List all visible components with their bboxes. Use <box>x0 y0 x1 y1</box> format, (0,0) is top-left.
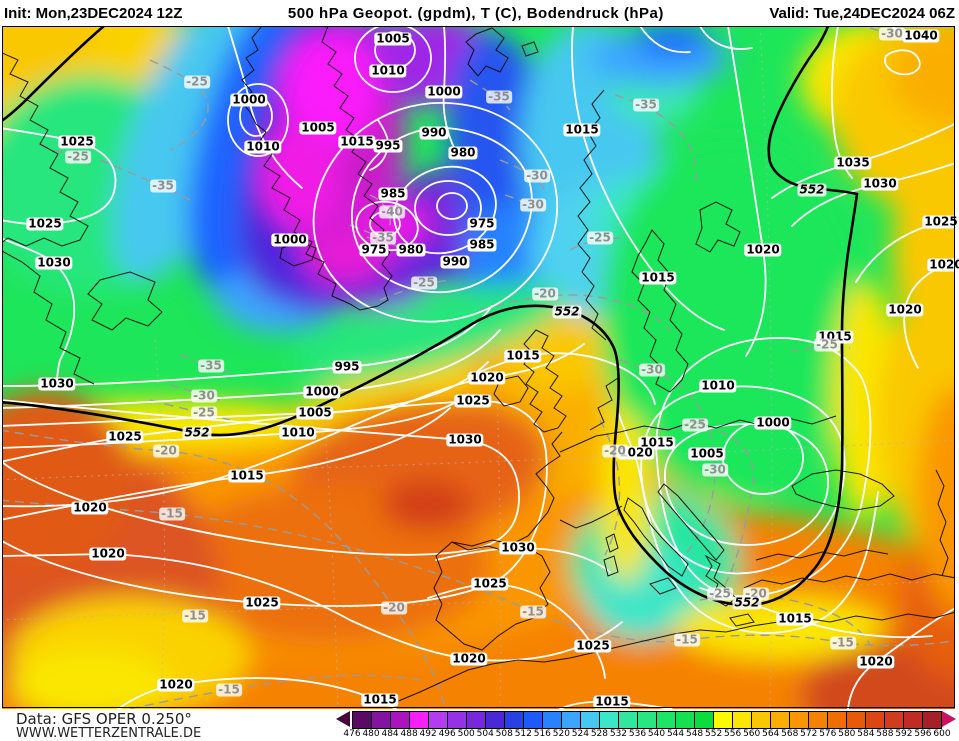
colorbar-segment <box>847 711 866 729</box>
graticule-lines <box>2 26 955 709</box>
colorbar-segment <box>771 711 790 729</box>
colorbar-tick: 504 <box>476 729 494 739</box>
colorbar-tick: 496 <box>438 729 456 739</box>
colorbar-tick: 536 <box>628 729 647 739</box>
colorbar-segment <box>619 711 638 729</box>
data-source-label: Data: GFS OPER 0.250° <box>16 710 192 728</box>
colorbar-segment <box>828 711 847 729</box>
colorbar-segment <box>524 711 543 729</box>
colorbar-tick: 484 <box>381 729 399 739</box>
colorbar-tick: 600 <box>933 729 951 739</box>
colorbar-tick: 492 <box>419 729 437 739</box>
colorbar-segment <box>657 711 676 729</box>
colorbar-segment <box>885 711 904 729</box>
init-time-label: Init: Mon,23DEC2024 12Z <box>4 4 183 22</box>
title-bar: Init: Mon,23DEC2024 12Z 500 hPa Geopot. … <box>0 0 959 26</box>
colorbar-tick: 560 <box>743 729 761 739</box>
colorbar-segment <box>638 711 657 729</box>
colorbar-tick-labels: 476 480 484 488 492 496 500 504 508 512 516 520 524 5… <box>343 729 950 740</box>
colorbar-segment <box>372 711 391 729</box>
colorbar <box>352 711 942 729</box>
colorbar-segment <box>695 711 714 729</box>
colorbar-segment <box>429 711 448 729</box>
colorbar-tick: 480 <box>362 729 380 739</box>
colorbar-tick: 572 <box>800 729 818 739</box>
colorbar-tick: 512 <box>514 729 532 739</box>
colorbar-tick: 476 <box>343 729 361 739</box>
colorbar-tick: 532 <box>609 729 628 739</box>
colorbar-segment <box>923 711 942 729</box>
colorbar-segment <box>352 711 372 729</box>
colorbar-segment <box>505 711 524 729</box>
colorbar-tick: 580 <box>838 729 856 739</box>
colorbar-segment <box>733 711 752 729</box>
colorbar-tick: 528 <box>590 729 608 739</box>
colorbar-right-arrow <box>942 711 956 727</box>
valid-time-label: Valid: Tue,24DEC2024 06Z <box>769 4 955 22</box>
colorbar-segment <box>391 711 410 729</box>
colorbar-tick: 508 <box>495 729 513 739</box>
colorbar-tick: 524 <box>571 729 589 739</box>
colorbar-segment <box>752 711 771 729</box>
colorbar-tick: 552 <box>705 729 723 739</box>
colorbar-tick: 592 <box>895 729 913 739</box>
footer-bar: Data: GFS OPER 0.250° WWW.WETTERZENTRALE… <box>0 709 959 741</box>
colorbar-segment <box>486 711 505 729</box>
colorbar-segment <box>581 711 600 729</box>
chart-title: 500 hPa Geopot. (gpdm), T (C), Bodendruc… <box>287 4 664 22</box>
website-label: WWW.WETTERZENTRALE.DE <box>16 726 202 741</box>
colorbar-tick: 588 <box>876 729 894 739</box>
colorbar-segment <box>676 711 695 729</box>
colorbar-segment <box>543 711 562 729</box>
colorbar-tick: 564 <box>762 729 780 739</box>
colorbar-left-arrow <box>336 711 350 727</box>
colorbar-tick: 596 <box>914 729 932 739</box>
colorbar-tick: 548 <box>685 729 704 739</box>
colorbar-segment <box>904 711 923 729</box>
colorbar-tick: 556 <box>724 729 742 739</box>
colorbar-segment <box>562 711 581 729</box>
colorbar-segment <box>467 711 486 729</box>
colorbar-tick: 540 <box>647 729 666 739</box>
colorbar-segment <box>714 711 733 729</box>
colorbar-segment <box>790 711 809 729</box>
colorbar-segment <box>448 711 467 729</box>
colorbar-tick: 544 <box>666 729 685 739</box>
colorbar-tick: 520 <box>552 729 570 739</box>
colorbar-tick: 576 <box>819 729 837 739</box>
colorbar-tick: 488 <box>400 729 418 739</box>
colorbar-segment <box>410 711 429 729</box>
colorbar-tick: 568 <box>781 729 799 739</box>
pressure-isobars <box>2 26 955 709</box>
colorbar-tick: 500 <box>457 729 475 739</box>
colorbar-tick: 516 <box>533 729 551 739</box>
colorbar-segment <box>809 711 828 729</box>
colorbar-segment <box>600 711 619 729</box>
colorbar-tick: 584 <box>857 729 875 739</box>
colorbar-segment <box>866 711 885 729</box>
